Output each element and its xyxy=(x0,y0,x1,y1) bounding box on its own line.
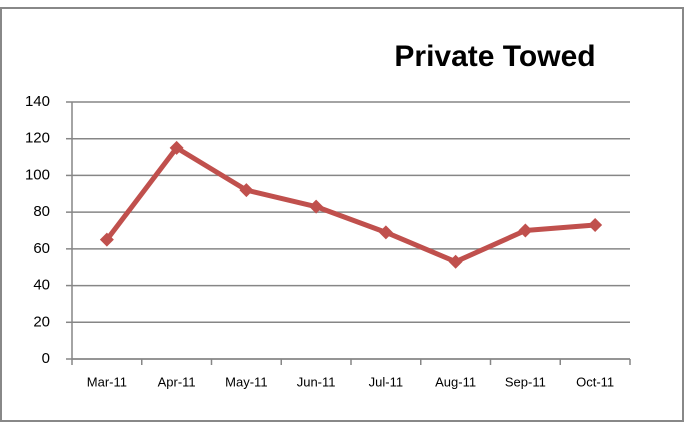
y-tick-label: 120 xyxy=(25,130,50,147)
x-tick-label: May-11 xyxy=(225,374,267,389)
y-tick-label: 80 xyxy=(33,203,50,220)
x-tick-label: Mar-11 xyxy=(87,374,127,389)
x-tick-label: Jul-11 xyxy=(369,374,403,389)
marker xyxy=(448,254,463,269)
y-tick-label: 100 xyxy=(25,166,50,183)
line xyxy=(104,145,596,265)
marker xyxy=(169,140,184,155)
x-tick-label: Apr-11 xyxy=(158,374,196,389)
x-tick-label: Oct-11 xyxy=(576,374,614,389)
x-tick-label: Aug-11 xyxy=(435,374,476,389)
marker xyxy=(588,217,603,232)
y-tick-label: 60 xyxy=(33,240,50,257)
marker xyxy=(99,232,114,247)
marker xyxy=(378,225,393,240)
x-tick-label: Sep-11 xyxy=(505,374,546,389)
x-tick-label: Jun-11 xyxy=(297,374,336,389)
chart-title: Private Towed xyxy=(394,40,595,73)
y-tick-label: 0 xyxy=(42,350,50,367)
y-tick-label: 20 xyxy=(33,313,50,330)
y-tick-label: 140 xyxy=(25,93,50,110)
y-tick-label: 40 xyxy=(33,277,50,294)
marker xyxy=(518,223,533,238)
marker xyxy=(239,183,254,198)
marker xyxy=(309,199,324,214)
